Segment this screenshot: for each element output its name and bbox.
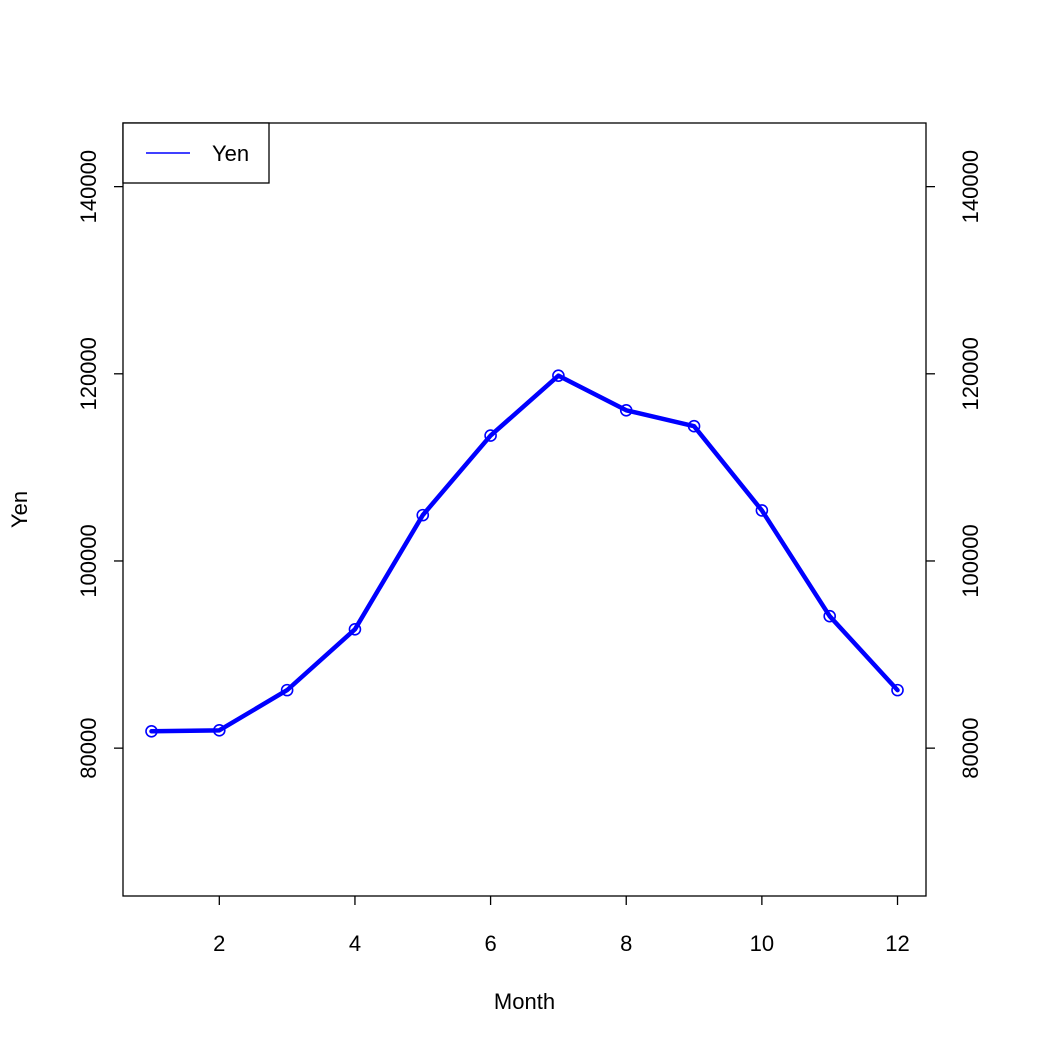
plot-frame [122,122,927,897]
data-point-12 [891,683,904,697]
y-tick-label-right-140000: 140000 [958,150,983,223]
legend: Yen [122,122,270,184]
y-tick-label-left-120000: 120000 [76,337,101,410]
x-axis-label: Month [494,989,555,1014]
series-line-Yen [149,373,900,734]
series-layer [145,369,904,738]
data-point-9 [687,419,701,433]
data-point-10 [755,504,769,517]
x-tick-label-10: 10 [750,931,774,956]
data-point-2 [213,724,226,737]
y-axis-left: 80000 100000 120000 140000 [76,150,123,779]
x-tick-label-12: 12 [885,931,909,956]
data-point-11 [823,609,836,623]
x-tick-label-6: 6 [484,931,496,956]
y-axis-right: 80000 100000 120000 140000 [926,150,983,779]
data-point-7 [552,369,565,382]
data-point-6 [484,429,497,442]
y-tick-label-right-80000: 80000 [958,718,983,779]
data-point-3 [280,683,294,697]
legend-label-yen: Yen [212,141,249,166]
y-tick-label-left-80000: 80000 [76,718,101,779]
y-tick-label-left-140000: 140000 [76,150,101,223]
y-tick-label-right-120000: 120000 [958,337,983,410]
x-tick-label-8: 8 [620,931,632,956]
y-tick-label-right-100000: 100000 [958,524,983,597]
y-tick-label-left-100000: 100000 [76,524,101,597]
data-point-1 [145,724,158,738]
data-point-5 [416,508,430,522]
data-point-4 [348,622,362,636]
y-axis-label: Yen [7,491,32,528]
data-point-8 [619,404,633,417]
x-tick-label-2: 2 [213,931,225,956]
x-axis: 2 4 6 8 10 12 [213,896,910,956]
x-tick-label-4: 4 [349,931,361,956]
